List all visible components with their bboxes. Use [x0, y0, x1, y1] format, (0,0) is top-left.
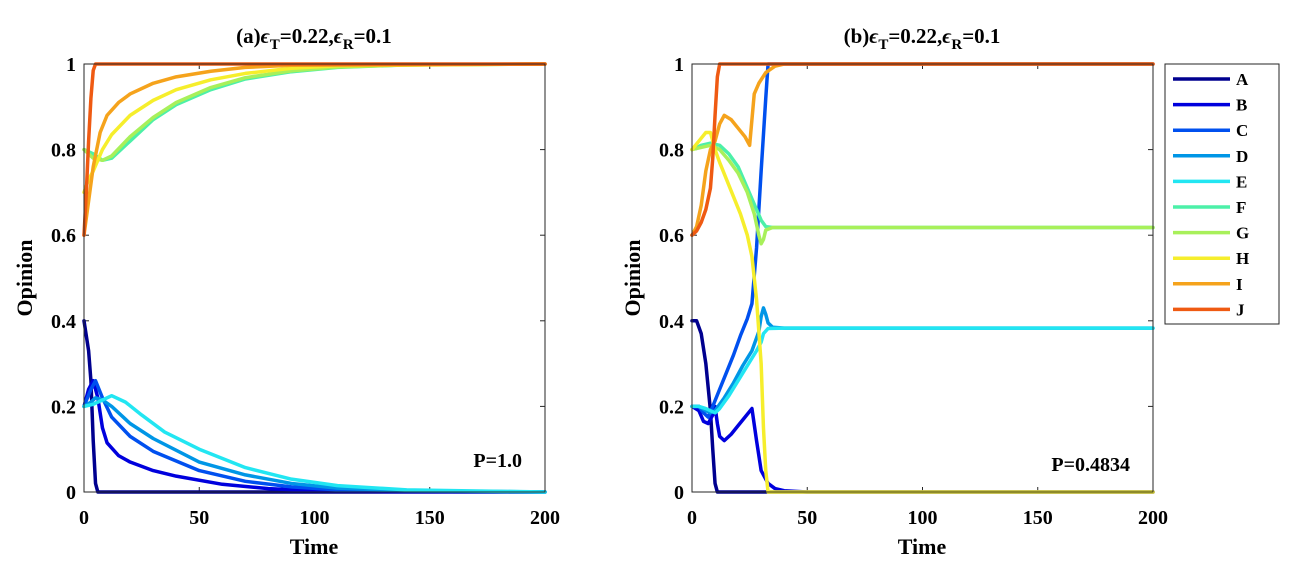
panel-a-annotation: P=1.0 — [473, 450, 522, 472]
panel-b-xtick-label: 50 — [797, 507, 817, 529]
panel-a-ytick-label: 0 — [66, 482, 76, 504]
panel-a-series-I — [82, 62, 547, 237]
panel-b-series-F — [690, 141, 1155, 230]
panel-a-ylabel: Opinion — [12, 239, 37, 316]
panel-b-xtick-label: 200 — [1138, 507, 1168, 529]
panel-a-ytick-label: 0.4 — [51, 311, 76, 333]
panel-a-series-J — [82, 62, 547, 237]
panel-a-series-B — [82, 378, 547, 494]
panel-b-xlabel: Time — [898, 534, 947, 559]
panel-a-xtick-label: 0 — [79, 507, 89, 529]
panel-b-ytick-label: 0.4 — [659, 311, 684, 333]
panel-b-ytick-label: 0.8 — [659, 140, 684, 162]
panel-a-xlabel: Time — [290, 534, 339, 559]
panel-a-series-F — [82, 62, 547, 163]
legend-label-D: D — [1236, 147, 1248, 166]
panel-a-ticks: 0 50 100 150 200 0 0.2 0.4 0.6 0.8 1 — [51, 54, 560, 529]
panel-b-series-I — [690, 62, 1155, 237]
panel-a-ytick-label: 0.8 — [51, 140, 76, 162]
legend-item: D — [1173, 147, 1248, 166]
panel-a-ytick-label: 1 — [66, 54, 76, 76]
panel-b-series — [690, 62, 1155, 494]
panel-b-xtick-label: 100 — [908, 507, 938, 529]
panel-b-ytick-label: 0 — [674, 482, 684, 504]
legend-label-B: B — [1236, 96, 1247, 115]
panel-a-xtick-label: 150 — [415, 507, 445, 529]
legend-item: E — [1173, 172, 1247, 191]
panel-b-series-B — [690, 404, 1155, 494]
legend-item: B — [1173, 96, 1247, 115]
panel-a-series-E — [82, 393, 547, 494]
panel-b-series-E — [690, 326, 1155, 415]
panel-b-series-H — [690, 130, 1155, 494]
panel-a-series-G — [82, 62, 547, 163]
panel-b-ytick-label: 0.6 — [659, 225, 684, 247]
panel-b: (b)ϵT=0.22,ϵR=0.1 0 50 100 150 200 0 0.2 0.4 0.6… — [620, 24, 1168, 559]
panel-b-xtick-label: 0 — [687, 507, 697, 529]
panel-b-ticks: 0 50 100 150 200 0 0.2 0.4 0.6 0.8 1 — [659, 54, 1168, 529]
legend-label-J: J — [1236, 300, 1245, 319]
panel-a-ytick-label: 0.2 — [51, 396, 76, 418]
panel-a-xtick-label: 200 — [530, 507, 560, 529]
legend-label-C: C — [1236, 121, 1248, 140]
legend-label-F: F — [1236, 198, 1246, 217]
panel-b-ytick-label: 1 — [674, 54, 684, 76]
panel-b-axes-frame — [691, 63, 1154, 493]
legend-item: C — [1173, 121, 1248, 140]
panel-b-annotation: P=0.4834 — [1051, 454, 1130, 476]
legend-label-I: I — [1236, 275, 1243, 294]
legend-item: J — [1173, 300, 1245, 319]
legend-label-A: A — [1236, 70, 1249, 89]
legend-label-H: H — [1236, 249, 1249, 268]
panel-a-xtick-label: 100 — [300, 507, 330, 529]
panel-a-series-C — [82, 378, 547, 494]
legend-item: G — [1173, 224, 1249, 243]
panel-b-ytick-label: 0.2 — [659, 396, 684, 418]
panel-b-series-J — [690, 62, 1155, 237]
legend-item: I — [1173, 275, 1243, 294]
legend-label-E: E — [1236, 172, 1247, 191]
panel-a-ytick-label: 0.6 — [51, 225, 76, 247]
legend-item: F — [1173, 198, 1246, 217]
panel-b-series-C — [690, 62, 1155, 419]
legend-box — [1164, 63, 1280, 325]
panel-b-series-D — [690, 306, 1155, 415]
legend-label-G: G — [1236, 224, 1249, 243]
panel-a-xtick-label: 50 — [189, 507, 209, 529]
panel-a-title: (a)ϵT=0.22,ϵR=0.1 — [236, 24, 392, 53]
panel-a-axes-frame — [83, 63, 546, 493]
panel-b-xtick-label: 150 — [1023, 507, 1053, 529]
panel-a-series — [82, 62, 547, 494]
legend-item: A — [1173, 70, 1249, 89]
panel-b-ylabel: Opinion — [620, 239, 645, 316]
panel-a-series-D — [82, 396, 547, 494]
panel-a: (a)ϵT=0.22,ϵR=0.1 0 50 100 150 200 0 0.2 0.4 0.6… — [12, 24, 560, 559]
panel-b-title: (b)ϵT=0.22,ϵR=0.1 — [844, 24, 1001, 53]
legend-item: H — [1173, 249, 1249, 268]
